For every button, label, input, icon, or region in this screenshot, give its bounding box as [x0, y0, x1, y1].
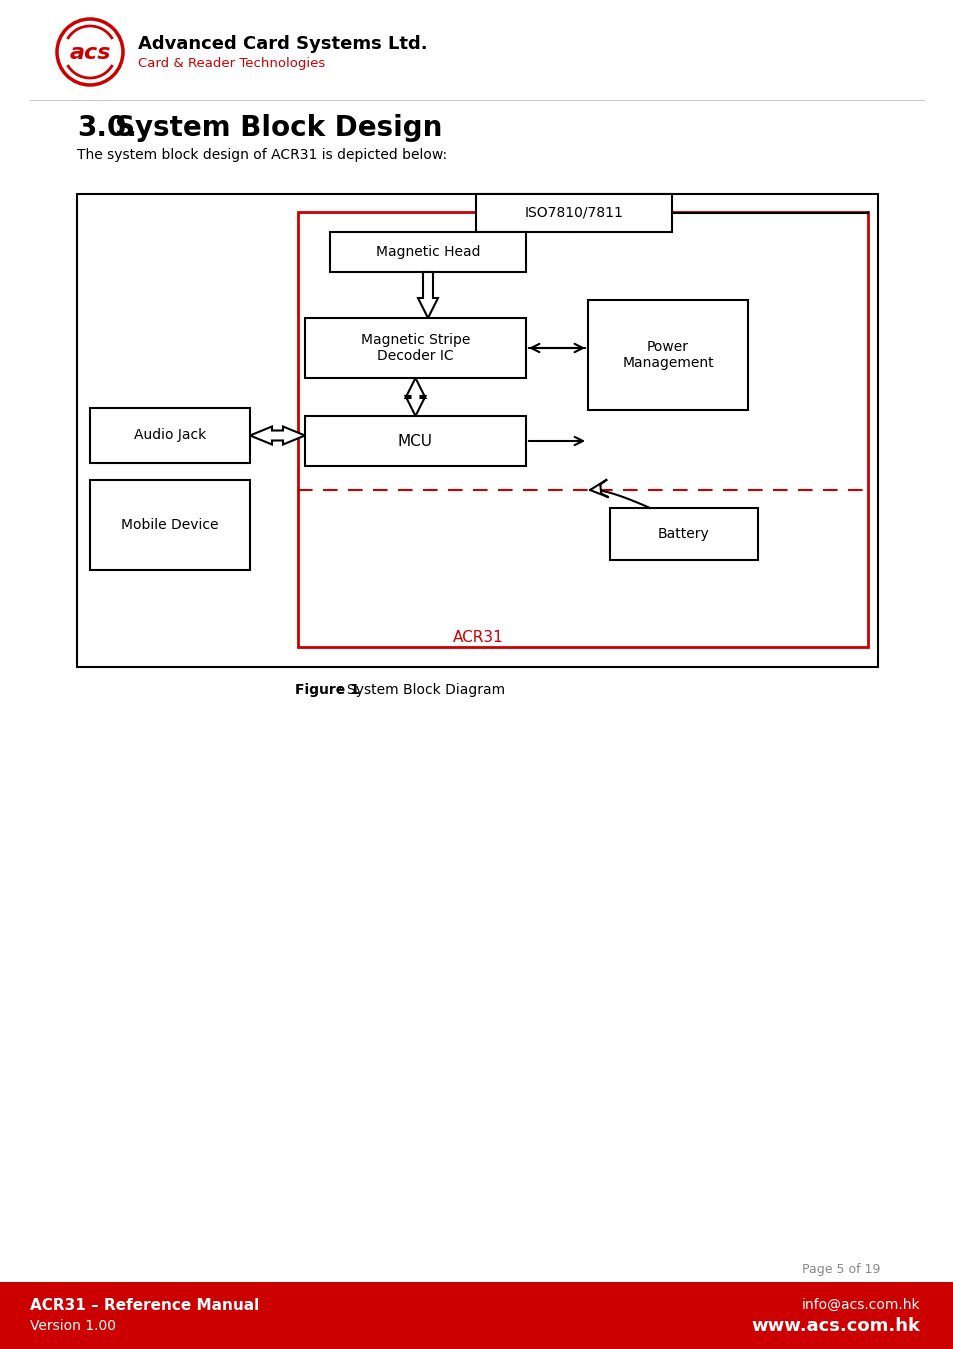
Bar [77, 194, 877, 666]
Circle shape [57, 19, 123, 85]
Polygon shape [405, 378, 425, 415]
Text: acs: acs [70, 43, 111, 63]
Bar [297, 212, 867, 648]
Bar [609, 509, 758, 560]
Text: Power: Power [646, 340, 688, 353]
Text: System Block Design: System Block Design [115, 115, 442, 142]
Bar [305, 318, 525, 378]
Text: : System Block Diagram: : System Block Diagram [337, 683, 504, 697]
Polygon shape [250, 426, 305, 445]
Text: Advanced Card Systems Ltd.: Advanced Card Systems Ltd. [138, 35, 427, 53]
Text: Figure 1: Figure 1 [294, 683, 359, 697]
Text: Magnetic Head: Magnetic Head [375, 246, 479, 259]
Text: ACR31 – Reference Manual: ACR31 – Reference Manual [30, 1298, 259, 1313]
Text: info@acs.com.hk: info@acs.com.hk [801, 1298, 919, 1313]
Bar [0, 1282, 953, 1349]
Text: The system block design of ACR31 is depicted below:: The system block design of ACR31 is depi… [77, 148, 447, 162]
Text: Mobile Device: Mobile Device [121, 518, 218, 532]
Text: Magnetic Stripe: Magnetic Stripe [360, 333, 470, 347]
Polygon shape [417, 272, 437, 318]
Text: www.acs.com.hk: www.acs.com.hk [750, 1317, 919, 1336]
Text: Card & Reader Technologies: Card & Reader Technologies [138, 57, 325, 70]
Text: Audio Jack: Audio Jack [133, 429, 206, 442]
Text: Page 5 of 19: Page 5 of 19 [801, 1264, 879, 1276]
Bar [90, 407, 250, 463]
Text: ISO7810/7811: ISO7810/7811 [524, 206, 622, 220]
Text: ACR31: ACR31 [452, 630, 503, 646]
Polygon shape [589, 479, 608, 498]
Text: Decoder IC: Decoder IC [376, 349, 454, 363]
Bar [305, 415, 525, 465]
Bar [90, 480, 250, 571]
Text: MCU: MCU [397, 433, 433, 448]
Bar [330, 232, 525, 272]
Text: Management: Management [621, 356, 713, 370]
Text: 3.0.: 3.0. [77, 115, 137, 142]
Bar [476, 194, 671, 232]
Text: Version 1.00: Version 1.00 [30, 1319, 116, 1333]
Bar [587, 299, 747, 410]
Text: Battery: Battery [658, 527, 709, 541]
